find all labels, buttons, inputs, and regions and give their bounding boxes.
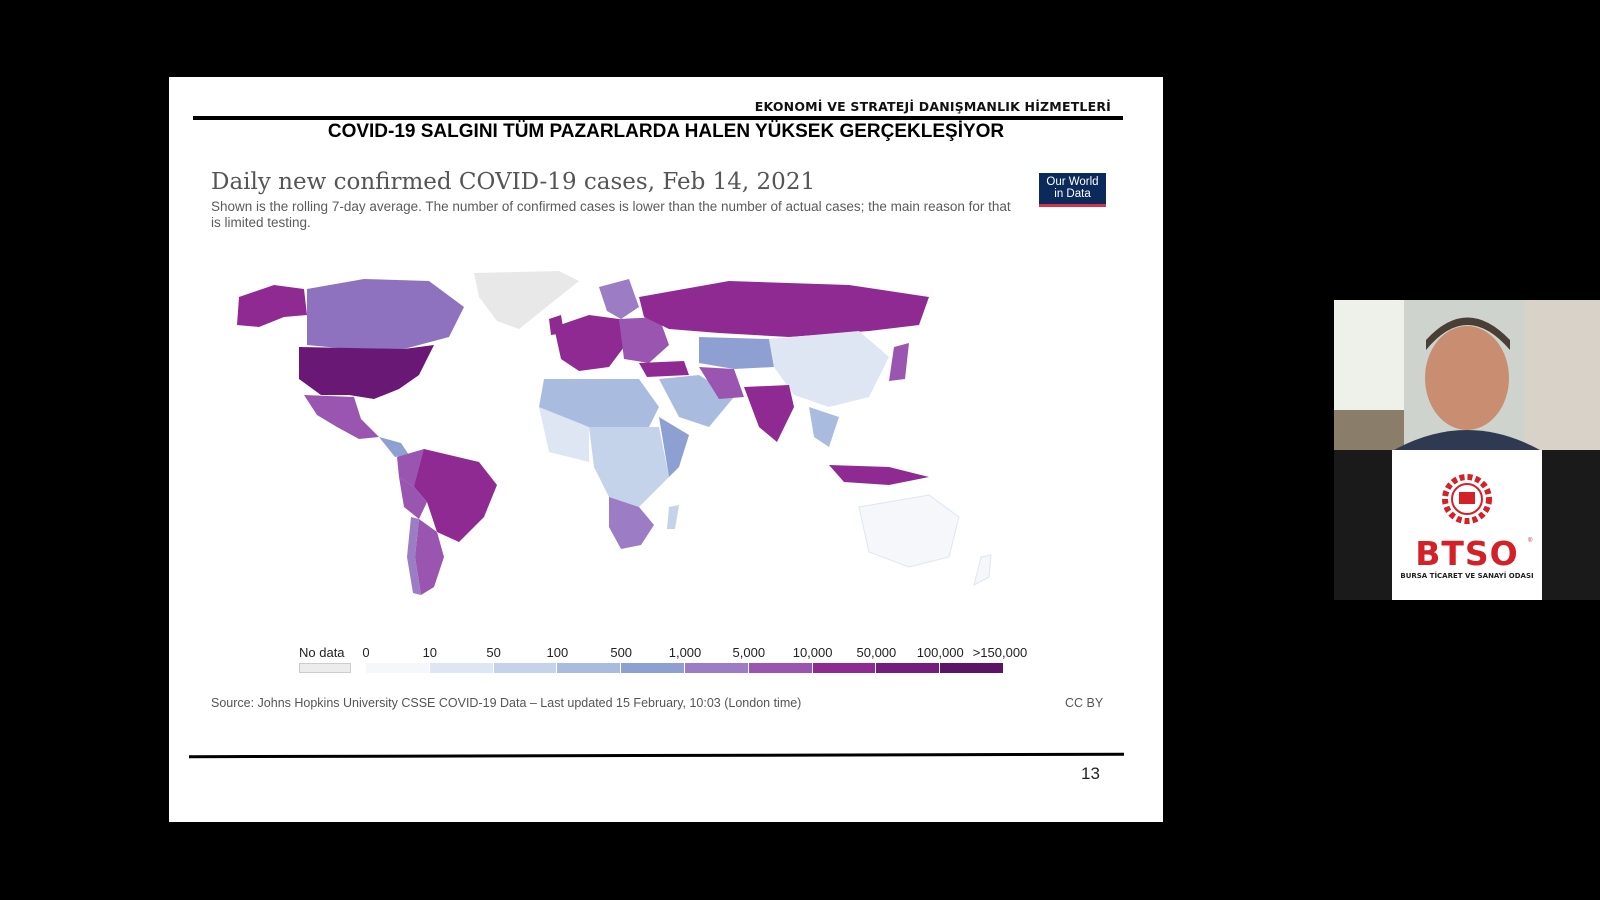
top-divider bbox=[193, 116, 1123, 120]
btso-logo-subtitle: BURSA TİCARET VE SANAYİ ODASI bbox=[1400, 572, 1534, 580]
map-central-america bbox=[379, 437, 409, 457]
map-iran bbox=[699, 367, 744, 399]
map-africa-south bbox=[609, 497, 654, 549]
map-africa-central bbox=[589, 427, 669, 507]
btso-gear-icon bbox=[1442, 474, 1492, 524]
map-new-zealand bbox=[973, 554, 992, 586]
presenter-webcam bbox=[1334, 300, 1600, 450]
owid-logo-line1: Our World bbox=[1046, 176, 1099, 188]
legend-swatch bbox=[748, 663, 813, 673]
world-map bbox=[237, 271, 992, 595]
map-russia bbox=[639, 281, 929, 337]
map-greenland bbox=[474, 271, 579, 329]
legend-swatch bbox=[493, 663, 558, 673]
map-argentina bbox=[415, 519, 444, 595]
legend-swatch bbox=[876, 663, 941, 673]
legend-no-data-label: No data bbox=[299, 645, 345, 660]
legend-swatch bbox=[685, 663, 749, 673]
department-header: EKONOMİ VE STRATEJİ DANIŞMANLIK HİZMETLE… bbox=[754, 99, 1111, 114]
legend-label: 1,000 bbox=[668, 645, 702, 660]
legend-label-end: >150,000 bbox=[972, 645, 1028, 660]
map-brazil bbox=[414, 449, 497, 542]
legend-swatch bbox=[366, 663, 430, 673]
map-se-asia bbox=[809, 407, 839, 447]
legend-label: 10 bbox=[422, 645, 438, 660]
sponsor-panel: BTSO ® BURSA TİCARET VE SANAYİ ODASI bbox=[1334, 450, 1600, 600]
page-number: 13 bbox=[1081, 764, 1100, 783]
chart-title: Daily new confirmed COVID-19 cases, Feb … bbox=[211, 169, 816, 195]
map-scandinavia bbox=[599, 279, 639, 319]
presentation-slide: EKONOMİ VE STRATEJİ DANIŞMANLIK HİZMETLE… bbox=[169, 77, 1163, 822]
chart-license: CC BY bbox=[1065, 696, 1104, 710]
slide-headline: COVID-19 SALGINI TÜM PAZARLARDA HALEN YÜ… bbox=[327, 121, 1005, 142]
legend-swatch bbox=[557, 663, 622, 673]
legend-label: 500 bbox=[610, 645, 633, 660]
owid-logo: Our World in Data bbox=[1039, 173, 1106, 207]
map-alaska bbox=[237, 285, 307, 327]
map-chile bbox=[407, 517, 421, 595]
map-china bbox=[769, 331, 889, 407]
map-madagascar bbox=[667, 505, 679, 529]
map-europe-west bbox=[554, 315, 624, 371]
legend-label: 100 bbox=[546, 645, 569, 660]
map-australia bbox=[858, 494, 960, 568]
map-africa-east bbox=[659, 417, 689, 477]
map-canada bbox=[307, 279, 464, 349]
legend-swatch bbox=[940, 663, 1004, 673]
chart-subtitle: Shown is the rolling 7-day average. The … bbox=[211, 199, 1011, 230]
bottom-divider bbox=[188, 752, 1125, 759]
map-usa bbox=[299, 345, 434, 399]
legend-swatch bbox=[429, 663, 494, 673]
legend-swatch bbox=[621, 663, 685, 673]
map-mexico bbox=[304, 395, 379, 439]
presenter-video-icon bbox=[1334, 300, 1600, 450]
btso-logo-card: BTSO ® BURSA TİCARET VE SANAYİ ODASI bbox=[1392, 450, 1542, 600]
legend-label: 5,000 bbox=[732, 645, 766, 660]
map-africa-north bbox=[539, 379, 659, 427]
legend-swatch bbox=[812, 663, 877, 673]
legend-label: 50,000 bbox=[856, 645, 897, 660]
owid-logo-line2: in Data bbox=[1054, 188, 1091, 200]
map-europe-east bbox=[619, 317, 669, 363]
legend-label: 100,000 bbox=[916, 645, 964, 660]
map-turkey bbox=[639, 361, 689, 377]
map-central-asia bbox=[699, 337, 774, 369]
map-peru bbox=[399, 477, 427, 519]
btso-logo-text: BTSO bbox=[1415, 534, 1519, 573]
map-legend: No data 0 10 50 100 500 1,000 5,000 10,000 50,00… bbox=[169, 645, 1163, 685]
legend-label: 10,000 bbox=[792, 645, 833, 660]
legend-no-data-swatch bbox=[299, 663, 351, 673]
legend-label: 0 bbox=[362, 645, 370, 660]
btso-registered-icon: ® bbox=[1528, 538, 1533, 544]
map-uk bbox=[549, 315, 564, 335]
map-india bbox=[744, 385, 794, 442]
legend-label: 50 bbox=[486, 645, 501, 660]
map-africa-west bbox=[539, 407, 589, 462]
chart-source: Source: Johns Hopkins University CSSE CO… bbox=[211, 696, 802, 710]
map-indonesia bbox=[829, 465, 929, 485]
map-japan bbox=[889, 343, 909, 381]
